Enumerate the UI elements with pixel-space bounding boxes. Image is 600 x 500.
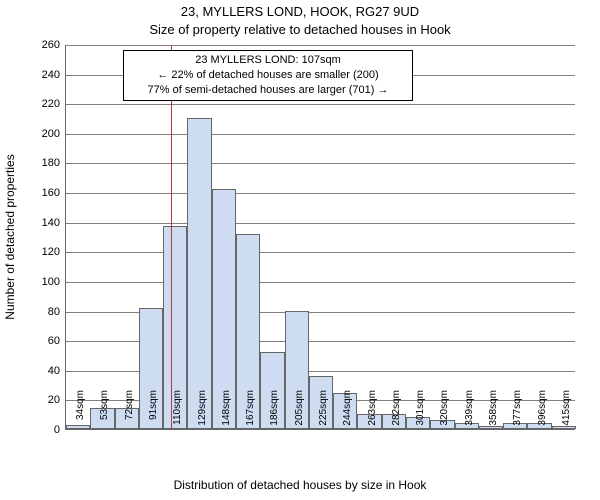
x-tick-label: 415sqm bbox=[561, 390, 572, 435]
y-tick-label: 160 bbox=[25, 187, 60, 199]
x-tick-label: 205sqm bbox=[294, 390, 305, 435]
y-tick-label: 60 bbox=[25, 335, 60, 347]
y-axis-label: Number of detached properties bbox=[3, 154, 17, 319]
x-tick-label: 244sqm bbox=[342, 390, 353, 435]
plot-area bbox=[65, 45, 575, 430]
title-line-2: Size of property relative to detached ho… bbox=[0, 22, 600, 37]
y-tick-label: 120 bbox=[25, 246, 60, 258]
x-tick-label: 396sqm bbox=[537, 390, 548, 435]
x-tick-label: 186sqm bbox=[269, 390, 280, 435]
x-tick-label: 282sqm bbox=[391, 390, 402, 435]
x-tick-label: 34sqm bbox=[75, 390, 86, 435]
x-tick-label: 358sqm bbox=[488, 390, 499, 435]
y-tick-label: 40 bbox=[25, 365, 60, 377]
x-tick-label: 301sqm bbox=[415, 390, 426, 435]
y-tick-label: 80 bbox=[25, 306, 60, 318]
y-tick-label: 220 bbox=[25, 98, 60, 110]
x-tick-label: 72sqm bbox=[124, 390, 135, 435]
annotation-line: ← 22% of detached houses are smaller (20… bbox=[129, 68, 407, 83]
y-tick-label: 180 bbox=[25, 157, 60, 169]
marker-line bbox=[171, 45, 172, 429]
chart-container: 23, MYLLERS LOND, HOOK, RG27 9UD Size of… bbox=[0, 0, 600, 500]
x-tick-label: 167sqm bbox=[245, 390, 256, 435]
x-tick-label: 225sqm bbox=[318, 390, 329, 435]
annotation-line: 77% of semi-detached houses are larger (… bbox=[129, 83, 407, 98]
y-tick-label: 240 bbox=[25, 69, 60, 81]
x-tick-label: 339sqm bbox=[464, 390, 475, 435]
annotation-line: 23 MYLLERS LOND: 107sqm bbox=[129, 53, 407, 68]
histogram-bar bbox=[187, 118, 211, 429]
x-tick-label: 129sqm bbox=[197, 390, 208, 435]
grid-line bbox=[66, 282, 575, 283]
x-tick-label: 91sqm bbox=[148, 390, 159, 435]
x-tick-label: 320sqm bbox=[439, 390, 450, 435]
grid-line bbox=[66, 223, 575, 224]
grid-line bbox=[66, 104, 575, 105]
title-line-1: 23, MYLLERS LOND, HOOK, RG27 9UD bbox=[0, 4, 600, 19]
y-tick-label: 260 bbox=[25, 39, 60, 51]
grid-line bbox=[66, 45, 575, 46]
x-tick-label: 110sqm bbox=[172, 390, 183, 435]
x-tick-label: 263sqm bbox=[367, 390, 378, 435]
grid-line bbox=[66, 193, 575, 194]
grid-line bbox=[66, 163, 575, 164]
annotation-box: 23 MYLLERS LOND: 107sqm← 22% of detached… bbox=[123, 50, 413, 101]
y-tick-label: 0 bbox=[25, 424, 60, 436]
x-tick-label: 148sqm bbox=[221, 390, 232, 435]
grid-line bbox=[66, 252, 575, 253]
x-tick-label: 377sqm bbox=[512, 390, 523, 435]
grid-line bbox=[66, 134, 575, 135]
y-tick-label: 20 bbox=[25, 394, 60, 406]
y-tick-label: 100 bbox=[25, 276, 60, 288]
y-tick-label: 140 bbox=[25, 217, 60, 229]
y-tick-label: 200 bbox=[25, 128, 60, 140]
x-axis-label: Distribution of detached houses by size … bbox=[0, 478, 600, 492]
x-tick-label: 53sqm bbox=[99, 390, 110, 435]
